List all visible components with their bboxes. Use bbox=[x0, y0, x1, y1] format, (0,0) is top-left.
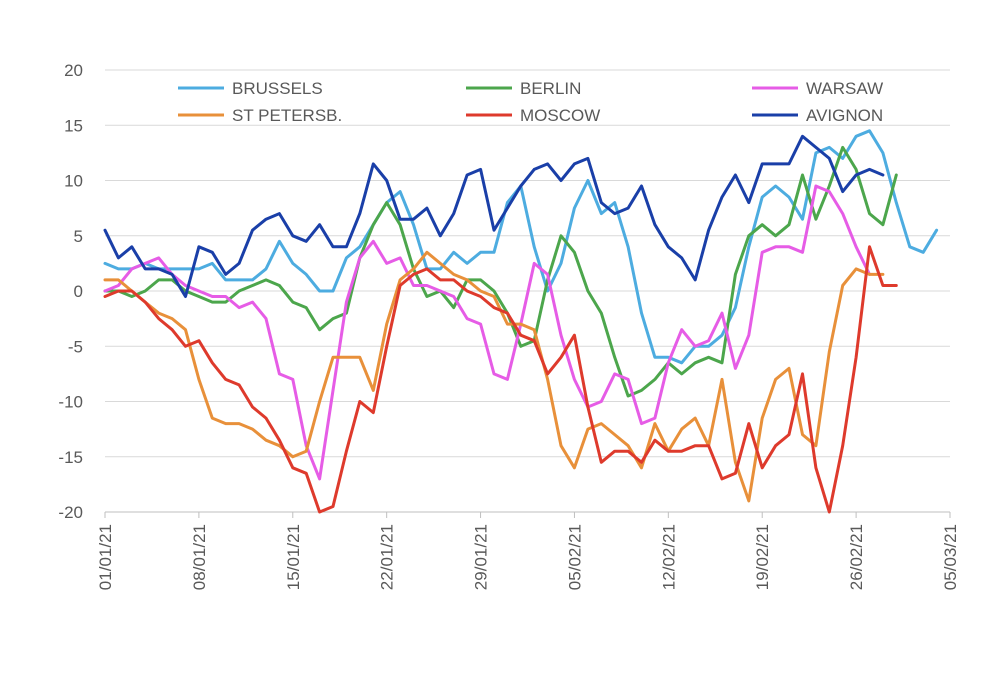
x-tick-label: 15/01/21 bbox=[284, 524, 303, 590]
y-tick-label: 5 bbox=[74, 227, 83, 246]
x-axis: 01/01/21 08/01/21 15/01/21 22/01/21 29/01/21… bbox=[96, 511, 960, 590]
y-tick-label: -20 bbox=[58, 503, 83, 522]
y-tick-label: -5 bbox=[68, 337, 83, 356]
legend-label: ST PETERSB. bbox=[232, 106, 342, 125]
x-tick-label: 08/01/21 bbox=[190, 524, 209, 590]
legend-label: MOSCOW bbox=[520, 106, 600, 125]
x-tick-label: 05/02/21 bbox=[565, 524, 584, 590]
y-tick-label: 15 bbox=[64, 116, 83, 135]
series-line-berlin bbox=[103, 145, 898, 398]
y-axis: 20 15 10 5 0 -5 -10 -15 -20 bbox=[58, 61, 83, 522]
y-tick-label: 20 bbox=[64, 61, 83, 80]
x-tick-label: 29/01/21 bbox=[472, 524, 491, 590]
series-line-avignon bbox=[103, 134, 885, 298]
chart-legend: BRUSSELS BERLIN WARSAW ST PETERSB. MOSCOW AVI… bbox=[178, 79, 883, 125]
y-tick-label: 0 bbox=[74, 282, 83, 301]
x-tick-label: 01/01/21 bbox=[96, 524, 115, 590]
series-line-moscow bbox=[103, 245, 898, 514]
x-tick-label: 26/02/21 bbox=[847, 524, 866, 590]
y-tick-label: 10 bbox=[64, 172, 83, 191]
series-line-st-petersb bbox=[103, 250, 885, 503]
y-tick-label: -15 bbox=[58, 448, 83, 467]
series-line-warsaw bbox=[103, 184, 871, 481]
legend-label: BRUSSELS bbox=[232, 79, 323, 98]
x-tick-label: 05/03/21 bbox=[941, 524, 960, 590]
legend-label: AVIGNON bbox=[806, 106, 883, 125]
x-tick-label: 19/02/21 bbox=[753, 524, 772, 590]
x-tick-label: 22/01/21 bbox=[378, 524, 397, 590]
legend-label: BERLIN bbox=[520, 79, 581, 98]
x-tick-label: 12/02/21 bbox=[659, 524, 678, 590]
legend-label: WARSAW bbox=[806, 79, 883, 98]
y-tick-label: -10 bbox=[58, 393, 83, 412]
chart-series bbox=[103, 129, 939, 514]
